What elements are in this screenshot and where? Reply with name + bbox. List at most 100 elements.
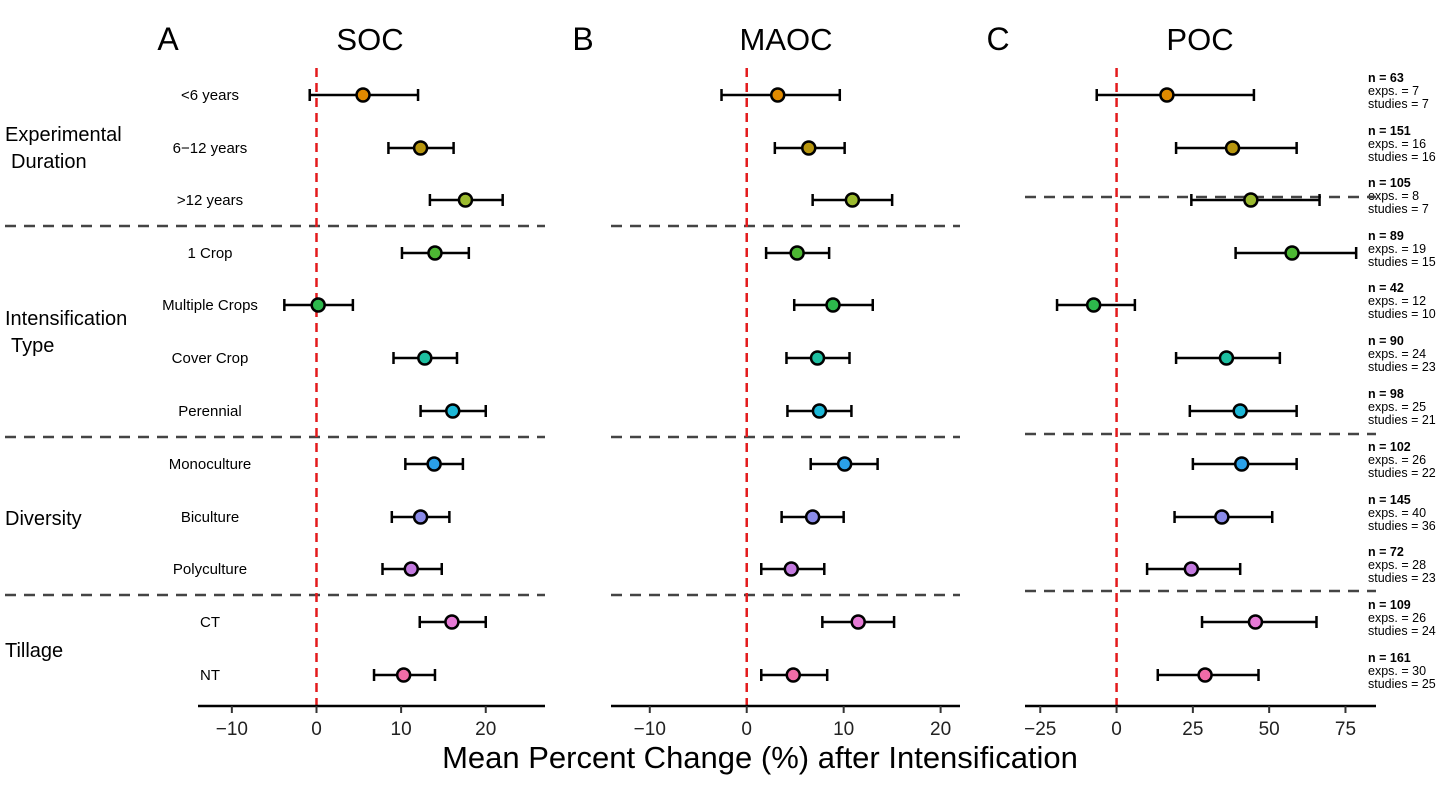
mean-point [811, 403, 828, 419]
panel-maoc: B MAOC −10 0 10 20 [572, 21, 960, 740]
mean-point [412, 509, 429, 525]
group-label-line: Diversity [5, 508, 82, 530]
mean-point [310, 297, 326, 313]
mean-point [457, 192, 474, 208]
mean-point [427, 245, 443, 261]
annotation-exps: exps. = 7 [1368, 84, 1419, 98]
annotation-n: n = 109 [1368, 598, 1411, 612]
group-label: Tillage [5, 640, 63, 662]
mean-point [844, 192, 861, 208]
annotation-studies: studies = 7 [1368, 97, 1429, 111]
mean-point [444, 614, 460, 630]
category-label: Perennial [178, 403, 241, 420]
annotation-n: n = 102 [1368, 440, 1411, 454]
category-label: Biculture [181, 509, 239, 526]
annotation-exps: exps. = 26 [1368, 453, 1426, 467]
x-tick-label: 25 [1182, 719, 1203, 740]
mean-point [444, 403, 461, 419]
figure-text-layer: Experimental Duration Intensification Type D… [5, 71, 1436, 691]
annotation-studies: studies = 23 [1368, 571, 1436, 585]
category-label: <6 years [181, 87, 239, 104]
group-label: Intensification Type [5, 308, 127, 357]
x-tick-label: 20 [475, 719, 496, 740]
panel-title: POC [1166, 22, 1233, 57]
panel-letter: A [157, 21, 179, 57]
x-tick-label: 0 [741, 719, 752, 740]
annotation-exps: exps. = 16 [1368, 137, 1426, 151]
annotation-studies: studies = 24 [1368, 624, 1436, 638]
mean-point [836, 456, 853, 472]
mean-point [395, 667, 412, 683]
annotation-n: n = 72 [1368, 545, 1404, 559]
category-label: Polyculture [173, 561, 247, 578]
annotation-n: n = 90 [1368, 334, 1404, 348]
annotation-n: n = 151 [1368, 124, 1411, 138]
annotation-exps: exps. = 25 [1368, 400, 1426, 414]
annotation-studies: studies = 21 [1368, 413, 1436, 427]
mean-point [783, 561, 800, 577]
category-label: >12 years [177, 192, 243, 209]
group-label-line: Intensification [5, 308, 127, 330]
x-tick-label: 10 [833, 719, 854, 740]
mean-point [1232, 403, 1248, 419]
figure-panels-layer: A SOC −10 0 10 20 B MAOC −10 0 10 20 C POC −25 0 25 50 75 [5, 21, 1376, 740]
mean-point [850, 614, 866, 630]
annotation-studies: studies = 23 [1368, 360, 1436, 374]
mean-point [412, 140, 429, 156]
x-tick-label: −25 [1024, 719, 1056, 740]
annotation-exps: exps. = 8 [1368, 189, 1419, 203]
group-label-line: Tillage [5, 640, 63, 662]
mean-point [1197, 667, 1213, 683]
annotation-studies: studies = 16 [1368, 150, 1436, 164]
mean-point [785, 667, 802, 683]
panel-soc: A SOC −10 0 10 20 [5, 21, 545, 740]
mean-point [769, 87, 786, 103]
annotation-n: n = 105 [1368, 176, 1411, 190]
mean-point [355, 87, 371, 103]
annotation-studies: studies = 10 [1368, 307, 1436, 321]
category-label: Cover Crop [172, 350, 249, 367]
x-tick-label: 20 [930, 719, 951, 740]
x-tick-label: 75 [1335, 719, 1356, 740]
annotation-n: n = 42 [1368, 281, 1404, 295]
panel-letter: B [572, 21, 593, 57]
mean-point [1233, 456, 1250, 472]
annotation-exps: exps. = 12 [1368, 294, 1426, 308]
mean-point [1085, 297, 1102, 313]
mean-point [1159, 87, 1175, 103]
group-label: Experimental Duration [5, 124, 122, 173]
annotation-exps: exps. = 40 [1368, 506, 1426, 520]
mean-point [1247, 614, 1264, 630]
annotation-studies: studies = 7 [1368, 202, 1429, 216]
x-axis-title: Mean Percent Change (%) after Intensific… [442, 740, 1078, 775]
x-tick-label: −10 [216, 719, 248, 740]
panel-title: SOC [336, 22, 403, 57]
annotation-n: n = 98 [1368, 387, 1404, 401]
mean-point [1284, 245, 1300, 261]
mean-point [801, 140, 817, 156]
category-label: Multiple Crops [162, 297, 258, 314]
panel-title: MAOC [740, 22, 833, 57]
x-tick-label: 10 [391, 719, 412, 740]
annotation-n: n = 89 [1368, 229, 1404, 243]
category-label: Monoculture [169, 456, 252, 473]
mean-point [825, 297, 841, 313]
mean-point [403, 561, 420, 577]
mean-point [1224, 140, 1241, 156]
mean-point [789, 245, 805, 261]
mean-point [1214, 509, 1230, 525]
mean-point [426, 456, 442, 472]
category-label: 1 Crop [187, 245, 232, 262]
mean-point [417, 350, 433, 366]
annotation-n: n = 161 [1368, 651, 1411, 665]
annotation-exps: exps. = 24 [1368, 347, 1426, 361]
group-label-line: Experimental [5, 124, 122, 146]
group-label-line: Duration [11, 151, 87, 173]
annotation-studies: studies = 22 [1368, 466, 1436, 480]
annotation-n: n = 63 [1368, 71, 1404, 85]
annotation-exps: exps. = 26 [1368, 611, 1426, 625]
annotation-studies: studies = 36 [1368, 519, 1436, 533]
panel-letter: C [986, 21, 1009, 57]
annotation-n: n = 145 [1368, 493, 1411, 507]
